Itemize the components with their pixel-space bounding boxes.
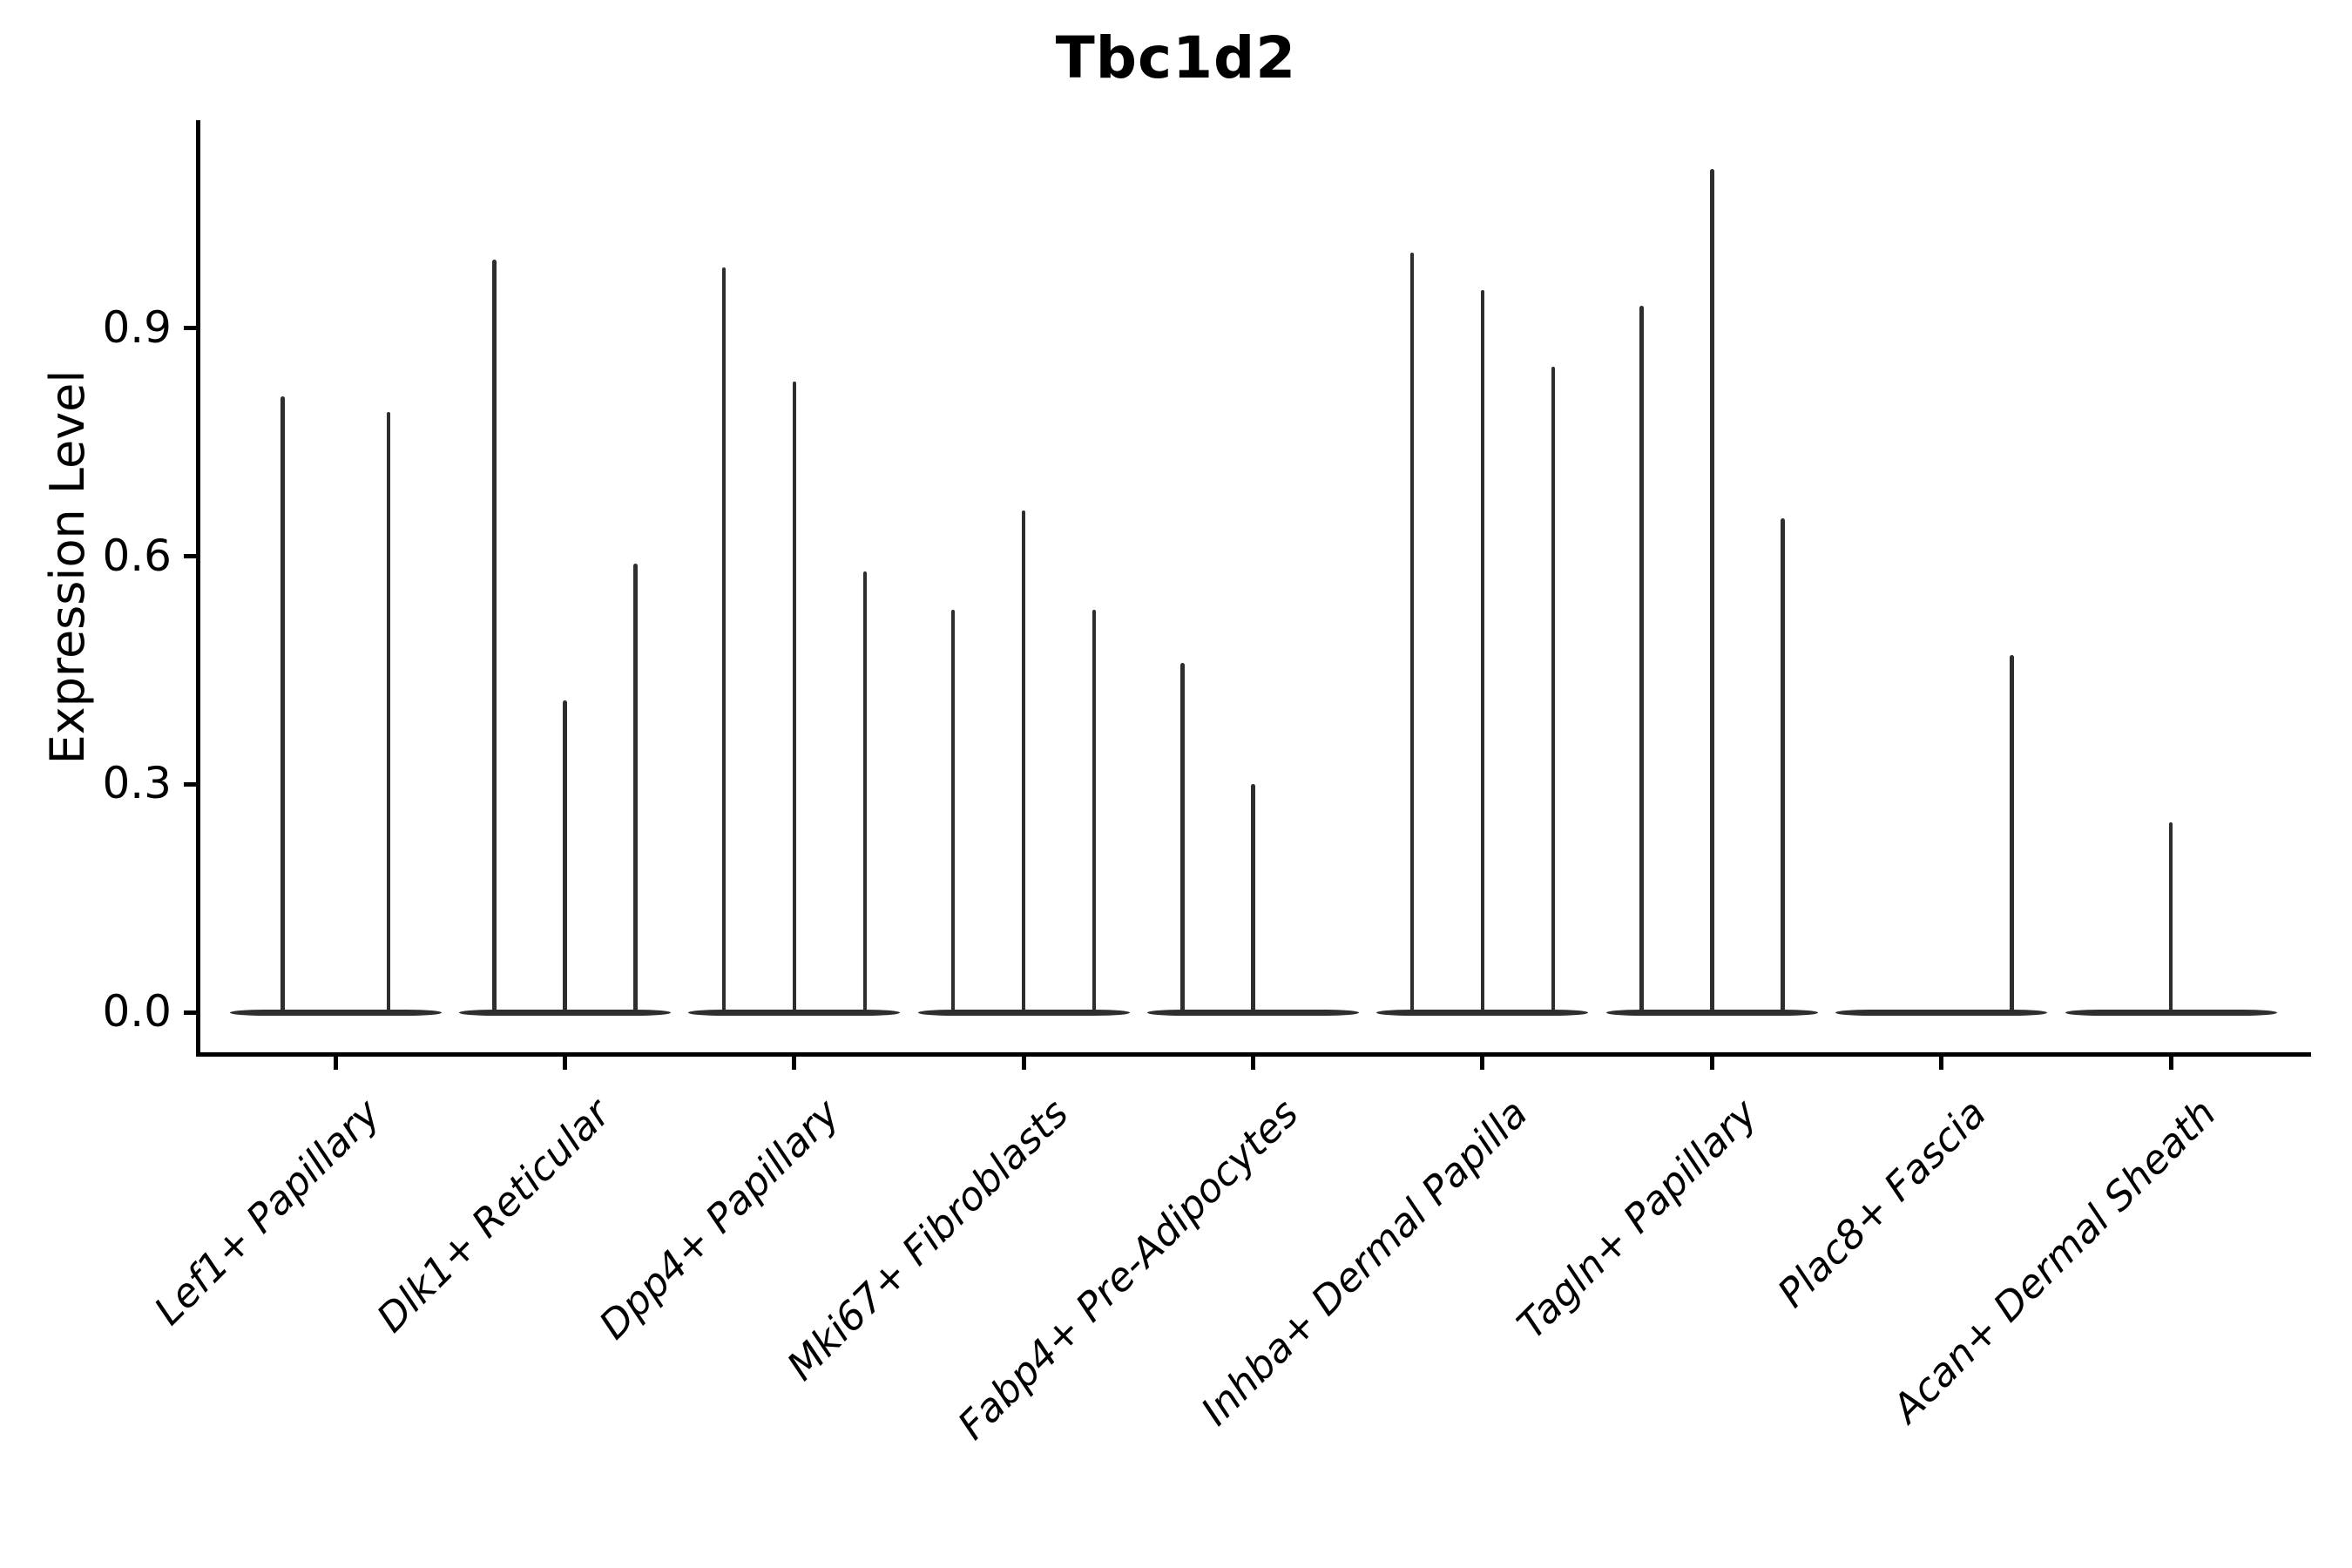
- y-axis-spine: [195, 119, 200, 1054]
- violin-spike: [1180, 662, 1185, 1012]
- violin-baseline: [458, 1009, 671, 1016]
- x-tick: [792, 1054, 797, 1070]
- x-tick-label: Dpp4+ Papillary: [590, 1090, 848, 1348]
- violin-spike: [280, 396, 285, 1012]
- y-tick: [184, 326, 198, 331]
- x-tick: [333, 1054, 338, 1070]
- violin-spike: [1551, 366, 1556, 1012]
- x-tick: [1251, 1054, 1255, 1070]
- violin-baseline: [1147, 1009, 1359, 1016]
- x-tick: [2168, 1054, 2173, 1070]
- y-tick-label: 0.9: [102, 301, 172, 353]
- x-tick-label: Tagln+ Papillary: [1508, 1090, 1767, 1348]
- x-tick: [1939, 1054, 1944, 1070]
- violin-spike: [1710, 168, 1714, 1012]
- violin-spike: [492, 260, 497, 1012]
- violin-spike: [862, 571, 867, 1012]
- violin-spike: [563, 700, 567, 1012]
- violin-spike: [2168, 821, 2173, 1012]
- violin-baseline: [229, 1009, 442, 1016]
- violin-spike: [2010, 655, 2014, 1012]
- violin-spike: [1409, 252, 1415, 1012]
- y-tick-label: 0.6: [102, 530, 172, 581]
- y-tick: [184, 1010, 198, 1015]
- violin-spike: [633, 564, 638, 1012]
- violin-spike: [792, 381, 796, 1012]
- violin-spike: [950, 609, 956, 1012]
- x-tick-label: Dlk1+ Reticular: [367, 1090, 619, 1342]
- x-tick: [1021, 1054, 1026, 1070]
- y-tick-label: 0.3: [102, 758, 172, 809]
- violin-spike: [1639, 305, 1644, 1012]
- violin-baseline: [1605, 1009, 1818, 1016]
- violin-spike: [1781, 517, 1785, 1012]
- x-tick: [1480, 1054, 1485, 1070]
- x-tick-label: Lef1+ Papillary: [145, 1090, 389, 1335]
- violin-spike: [1251, 784, 1255, 1012]
- x-tick: [562, 1054, 567, 1070]
- y-tick-label: 0.0: [102, 986, 172, 1037]
- violin-spike: [721, 267, 726, 1012]
- violin-baseline: [1376, 1009, 1589, 1016]
- y-tick: [184, 554, 198, 559]
- x-tick-label: Plac8+ Fascia: [1768, 1090, 1996, 1317]
- violin-spike: [1021, 510, 1026, 1012]
- violin-spike: [1480, 290, 1485, 1012]
- plot-title: Tbc1d2: [1055, 24, 1297, 91]
- violin-baseline: [2065, 1009, 2277, 1016]
- violin-spike: [386, 411, 390, 1012]
- x-tick: [1709, 1054, 1714, 1070]
- y-tick: [184, 781, 198, 787]
- violin-baseline: [917, 1009, 1130, 1016]
- violin-baseline: [688, 1009, 901, 1016]
- violin-spike: [1092, 609, 1097, 1012]
- violin-baseline: [1835, 1009, 2048, 1016]
